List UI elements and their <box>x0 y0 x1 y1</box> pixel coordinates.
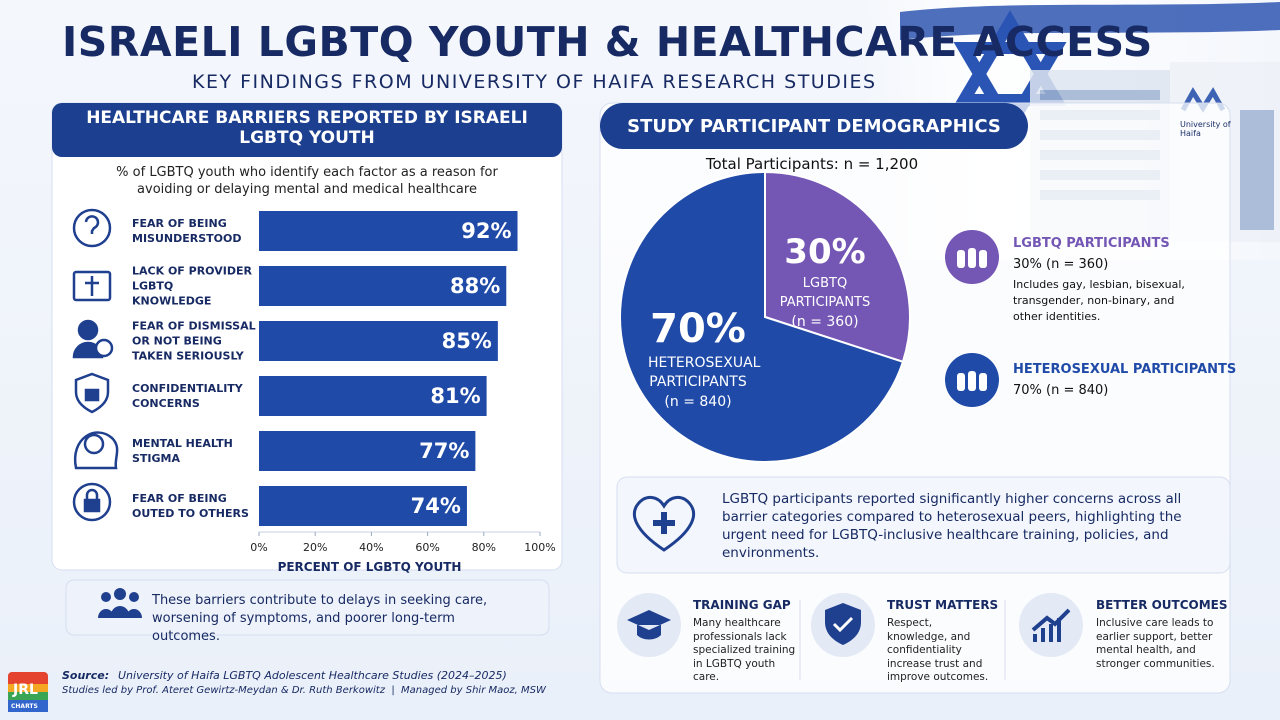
slice-category-label: HETEROSEXUAL PARTICIPANTS <box>648 355 761 390</box>
legend-detail: 70% (n = 840) <box>1013 383 1109 398</box>
slice-category-label: LGBTQ PARTICIPANTS <box>779 276 871 310</box>
source-label: Source: <box>62 669 110 682</box>
bar <box>259 321 498 361</box>
bar-value-label: 74% <box>411 494 461 518</box>
slice-value-label: 30% <box>784 232 866 272</box>
card-title: TRAINING GAP <box>693 598 791 612</box>
bar-value-label: 85% <box>442 329 492 353</box>
source-credits: Studies led by Prof. Ateret Gewirtz-Meyd… <box>62 685 546 696</box>
legend-title: HETEROSEXUAL PARTICIPANTS <box>1013 362 1237 377</box>
right-panel-header <box>600 103 1028 149</box>
logo-mark <box>8 672 48 712</box>
page-title: ISRAELI LGBTQ YOUTH & HEALTHCARE ACCESS <box>62 18 1153 66</box>
legend-icons <box>945 230 999 407</box>
bar-value-label: 92% <box>461 219 511 243</box>
bar <box>259 266 507 306</box>
cross-icon <box>653 512 675 534</box>
category-label: FEAR OF DISMISSAL OR NOT BEING TAKEN SER… <box>132 319 256 363</box>
chart-title: STUDY PARTICIPANT DEMOGRAPHICS <box>627 116 1001 137</box>
source-text: University of Haifa LGBTQ Adolescent Hea… <box>118 669 507 682</box>
bar-value-label: 81% <box>430 384 480 408</box>
bar <box>259 431 476 471</box>
bar <box>259 486 467 526</box>
chart-title: HEALTHCARE BARRIERS REPORTED BY ISRAELI … <box>86 108 528 148</box>
heart-icon <box>633 496 695 552</box>
logo-mark-text: JRL <box>13 682 38 698</box>
left-panel-header <box>52 103 562 157</box>
bar <box>259 376 487 416</box>
category-label: CONFIDENTIALITY CONCERNS <box>132 382 243 410</box>
x-axis-label: PERCENT OF LGBTQ YOUTH <box>278 560 462 574</box>
category-label: MENTAL HEALTH STIGMA <box>132 437 233 465</box>
x-tick-label: 60% <box>415 541 439 554</box>
note-text: These barriers contribute to delays in s… <box>152 593 488 644</box>
barrier-icons <box>72 208 119 522</box>
insight-text: LGBTQ participants reported significantl… <box>722 491 1182 561</box>
bar <box>259 211 518 251</box>
card-text: Inclusive care leads to earlier support,… <box>1096 617 1215 670</box>
category-label: FEAR OF BEING OUTED TO OTHERS <box>132 492 249 520</box>
x-tick-label: 0% <box>250 541 267 554</box>
logo-text: CHARTS <box>11 703 38 710</box>
page-subtitle: KEY FINDINGS FROM UNIVERSITY OF HAIFA RE… <box>192 71 877 93</box>
building-sign: University of Haifa <box>1180 120 1231 138</box>
slice-value-label: 70% <box>650 306 746 352</box>
card-text: Respect, knowledge, and confidentiality … <box>887 617 989 683</box>
x-tick-label: 40% <box>359 541 383 554</box>
insight-box <box>616 476 1231 574</box>
pie-slice <box>764 170 911 364</box>
card-text: Many healthcare professionals lack speci… <box>693 617 796 683</box>
category-label: FEAR OF BEING MISUNDERSTOOD <box>132 217 242 245</box>
card-title: BETTER OUTCOMES <box>1096 598 1228 612</box>
chart-subtitle: % of LGBTQ youth who identify each facto… <box>116 165 498 197</box>
bar-value-label: 77% <box>419 439 469 463</box>
legend-title: LGBTQ PARTICIPANTS <box>1013 236 1170 251</box>
x-tick-label: 100% <box>524 541 555 554</box>
people-icon <box>98 588 142 618</box>
legend-note: Includes gay, lesbian, bisexual, transge… <box>1013 278 1185 323</box>
pie-slice <box>619 170 905 463</box>
x-tick-label: 80% <box>472 541 496 554</box>
bar-value-label: 88% <box>450 274 500 298</box>
slice-note: (n = 840) <box>664 394 732 410</box>
legend-detail: 30% (n = 360) <box>1013 257 1109 272</box>
chart-subtitle: Total Participants: n = 1,200 <box>705 155 919 173</box>
card-title: TRUST MATTERS <box>887 598 999 612</box>
category-label: LACK OF PROVIDER LGBTQ KNOWLEDGE <box>132 264 252 308</box>
card-icons <box>617 593 1083 680</box>
x-tick-label: 20% <box>303 541 327 554</box>
slice-note: (n = 360) <box>791 314 859 330</box>
note-box <box>65 579 550 636</box>
